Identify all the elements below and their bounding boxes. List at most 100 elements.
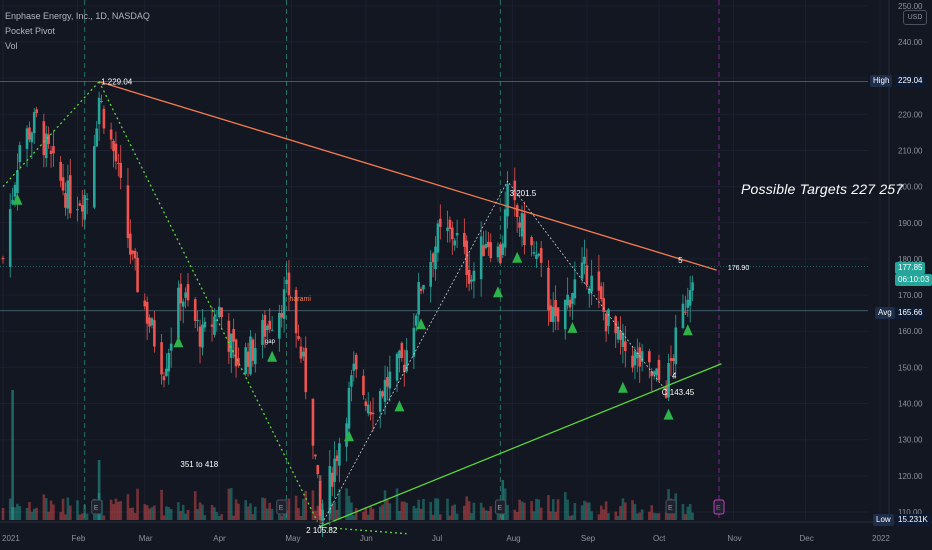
candle-body xyxy=(338,443,341,466)
earnings-marker xyxy=(665,499,677,515)
candle-body xyxy=(453,240,457,246)
candle-body xyxy=(438,218,442,227)
volume-bar xyxy=(352,515,356,520)
volume-bar xyxy=(201,504,204,520)
volume-bar xyxy=(436,498,440,520)
volume-bar xyxy=(686,506,690,520)
candle-body xyxy=(64,193,67,208)
upcoming-earnings-marker xyxy=(713,499,725,515)
price-axis[interactable]: 110.00 120.00 130.00 140.00 150.00 160.00 170.… xyxy=(888,0,923,522)
volume-bar xyxy=(585,502,589,520)
volume-bar xyxy=(539,507,543,520)
volume-bar xyxy=(429,502,432,520)
candle-body xyxy=(674,327,678,365)
indicator-volume[interactable]: Vol xyxy=(5,41,18,51)
volume-bar xyxy=(59,512,62,520)
volume-bar xyxy=(32,508,36,520)
volume-bar xyxy=(112,504,115,520)
volume-bar xyxy=(85,513,89,520)
candle-body xyxy=(100,100,103,103)
pocket-pivot-triangle xyxy=(394,400,405,412)
candle-body xyxy=(636,352,639,359)
high-label: High xyxy=(870,75,893,87)
candle-body xyxy=(114,143,118,162)
time-tick-label: Aug xyxy=(506,534,520,543)
volume-bar xyxy=(638,512,642,520)
time-axis[interactable]: 2021 Feb Mar Apr May Jun Jul Aug Sep Oct Nov Dec 202… xyxy=(0,521,932,543)
volume-bar xyxy=(487,510,490,520)
volume-bar xyxy=(657,513,661,520)
candle-body xyxy=(249,336,252,375)
volume-bar xyxy=(554,511,557,520)
volume-bar xyxy=(299,515,303,520)
time-tick-label: Nov xyxy=(727,534,741,543)
candle-body xyxy=(501,243,505,255)
candle-body xyxy=(280,313,284,318)
volume-bar xyxy=(590,511,593,520)
time-tick-label: Dec xyxy=(800,534,814,543)
candle-body xyxy=(30,132,34,143)
candle-body xyxy=(503,209,507,248)
candle-body xyxy=(217,306,221,317)
candle-body xyxy=(597,271,601,291)
candle-body xyxy=(117,162,120,164)
candle-body xyxy=(580,262,584,279)
candle-body xyxy=(66,180,70,209)
candle-body xyxy=(232,328,235,342)
volume-bar xyxy=(648,511,651,520)
candle-body xyxy=(378,391,382,412)
candle-body xyxy=(383,379,387,402)
candle-body xyxy=(244,347,247,374)
candle-body xyxy=(599,286,603,300)
candle-body xyxy=(691,282,694,291)
volume-bar xyxy=(302,498,305,520)
time-tick-label: 2022 xyxy=(872,534,890,543)
candle-body xyxy=(520,213,524,237)
candle-body xyxy=(42,121,46,156)
volume-bar xyxy=(520,501,524,520)
candle-body xyxy=(554,299,557,317)
time-tick-label: Mar xyxy=(139,534,153,543)
volume-bar xyxy=(664,512,668,520)
candle-body xyxy=(210,324,214,327)
candle-body xyxy=(109,129,113,140)
volume-bar xyxy=(44,498,48,520)
indicator-pocket-pivot[interactable]: Pocket Pivot xyxy=(5,26,56,36)
time-tick-label: Feb xyxy=(71,534,85,543)
volume-bar xyxy=(383,490,387,520)
currency-button[interactable]: USD xyxy=(903,10,927,25)
candle-body xyxy=(32,112,36,134)
volume-bar xyxy=(345,488,348,520)
volume-bar xyxy=(30,511,34,520)
candle-body xyxy=(203,321,207,328)
earnings-marker xyxy=(276,499,288,515)
volume-bar xyxy=(455,513,459,520)
candle-body xyxy=(364,401,368,407)
volume-bar xyxy=(338,488,341,520)
volume-bar xyxy=(253,506,257,520)
candle-body xyxy=(484,243,488,248)
volume-bar xyxy=(47,511,50,520)
volume-bar xyxy=(148,508,151,520)
pocket-pivot-triangle xyxy=(12,193,23,205)
volume-bar xyxy=(117,501,120,520)
candle-body xyxy=(297,336,300,340)
volume-bar xyxy=(422,498,425,520)
volume-bar xyxy=(97,460,101,520)
pivot-labels: 1 229.04 2 105.82 3 201.5 4 5 C 143.45 351 to … xyxy=(101,78,749,535)
candle-body xyxy=(655,368,658,376)
volume-bar xyxy=(196,509,199,520)
pocket-pivot-markers xyxy=(12,193,693,442)
volume-bar xyxy=(126,494,130,520)
volume-bar xyxy=(614,511,617,520)
candle-body xyxy=(482,245,485,257)
price-tick-label: 250.00 xyxy=(898,2,923,11)
volume-bar xyxy=(169,509,173,520)
volume-bar xyxy=(244,500,247,520)
volume-bar xyxy=(237,503,240,520)
candle-body xyxy=(1,257,5,260)
pivot-3-label: 3 201.5 xyxy=(510,189,537,198)
price-tick-label: 240.00 xyxy=(898,38,923,47)
